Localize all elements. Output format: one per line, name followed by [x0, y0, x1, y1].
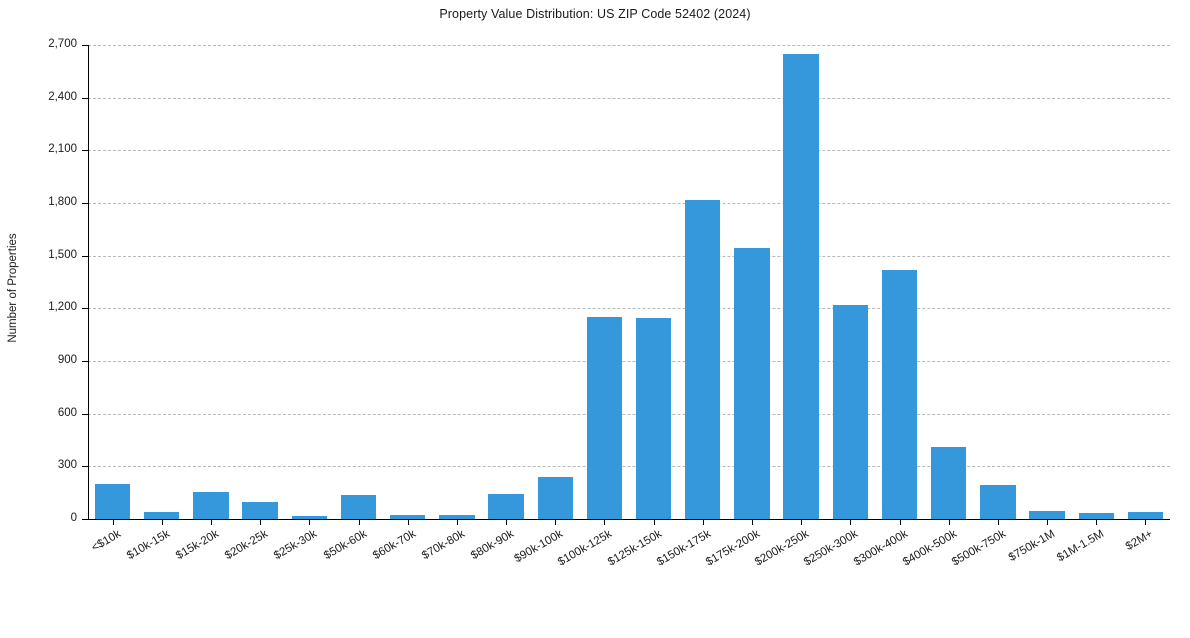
y-axis-tick-label: 2,400: [48, 90, 77, 103]
y-axis-tick-label: 900: [57, 354, 77, 366]
x-axis-tick: [210, 519, 212, 525]
chart-figure: Property Value Distribution: US ZIP Code…: [7, 7, 1170, 568]
x-axis-tick: [653, 519, 655, 525]
gridline: [88, 45, 1170, 46]
bar[interactable]: [685, 200, 721, 519]
bar[interactable]: [439, 515, 475, 519]
bar[interactable]: [1078, 513, 1114, 519]
bar[interactable]: [1029, 511, 1065, 519]
x-axis-tick: [112, 519, 114, 525]
bar[interactable]: [340, 494, 377, 519]
x-axis-tick: [899, 519, 901, 525]
x-axis-tick: [604, 519, 606, 525]
bar[interactable]: [734, 247, 770, 519]
bar[interactable]: [930, 447, 967, 519]
y-axis-tick-label: 2,100: [48, 143, 77, 156]
y-axis-line: [88, 45, 89, 519]
x-axis-tick: [948, 519, 950, 525]
y-axis-tick: [82, 45, 88, 46]
x-axis-tick: [1096, 519, 1098, 525]
x-axis-tick: [161, 519, 163, 525]
y-axis-tick: [82, 361, 88, 362]
x-axis-tick: [751, 519, 753, 525]
x-axis-tick: [555, 519, 557, 525]
bar[interactable]: [389, 515, 426, 519]
x-axis-tick: [1145, 519, 1147, 525]
bar[interactable]: [193, 492, 229, 519]
y-axis-tick-label: 1,800: [48, 196, 77, 208]
bar[interactable]: [783, 53, 819, 519]
bar[interactable]: [94, 484, 131, 519]
gridline: [88, 255, 1170, 257]
y-axis-tick: [82, 519, 88, 520]
bar[interactable]: [832, 304, 869, 519]
bar[interactable]: [537, 476, 573, 519]
gridline: [88, 466, 1170, 468]
y-axis-tick: [82, 308, 88, 310]
x-axis-tick: [407, 519, 409, 525]
plot-area: [88, 45, 1170, 519]
bar[interactable]: [242, 501, 278, 519]
y-axis-tick-label: 0: [70, 512, 77, 524]
bar[interactable]: [144, 511, 180, 519]
x-axis-tick: [997, 519, 999, 525]
bar[interactable]: [635, 318, 672, 519]
x-axis-tick: [1047, 519, 1049, 525]
y-axis-label: Number of Properties: [7, 233, 19, 343]
y-axis-tick: [82, 413, 88, 415]
x-axis-tick: [801, 519, 803, 525]
bar[interactable]: [881, 269, 918, 519]
x-axis-tick: [260, 519, 262, 525]
y-axis-tick-label: 600: [57, 406, 77, 419]
y-axis-tick: [82, 203, 88, 204]
gridline: [88, 150, 1170, 152]
x-axis-tick: [506, 519, 508, 525]
bar[interactable]: [980, 484, 1016, 519]
gridline: [88, 97, 1170, 99]
x-axis-tick: [702, 519, 704, 525]
y-axis-tick-label: 300: [57, 459, 77, 472]
bar[interactable]: [1127, 511, 1164, 519]
y-axis-tick: [82, 150, 88, 152]
chart-title: Property Value Distribution: US ZIP Code…: [439, 7, 751, 21]
x-axis-tick: [358, 519, 360, 525]
y-axis-tick: [82, 466, 88, 468]
x-axis-tick: [309, 519, 311, 525]
y-axis-tick-label: 2,700: [48, 38, 77, 50]
x-axis-tick: [850, 519, 852, 525]
y-axis-tick: [82, 97, 88, 99]
x-axis-line: [88, 519, 1170, 520]
y-axis-tick-label: 1,200: [48, 301, 77, 314]
y-axis-tick: [82, 255, 88, 257]
gridline: [88, 308, 1170, 310]
bar[interactable]: [291, 515, 328, 519]
gridline: [88, 361, 1170, 362]
y-axis-tick-label: 1,500: [48, 248, 77, 261]
gridline: [88, 413, 1170, 415]
gridline: [88, 203, 1170, 204]
x-axis-tick: [456, 519, 458, 525]
bar[interactable]: [586, 317, 623, 519]
bar[interactable]: [488, 494, 524, 519]
